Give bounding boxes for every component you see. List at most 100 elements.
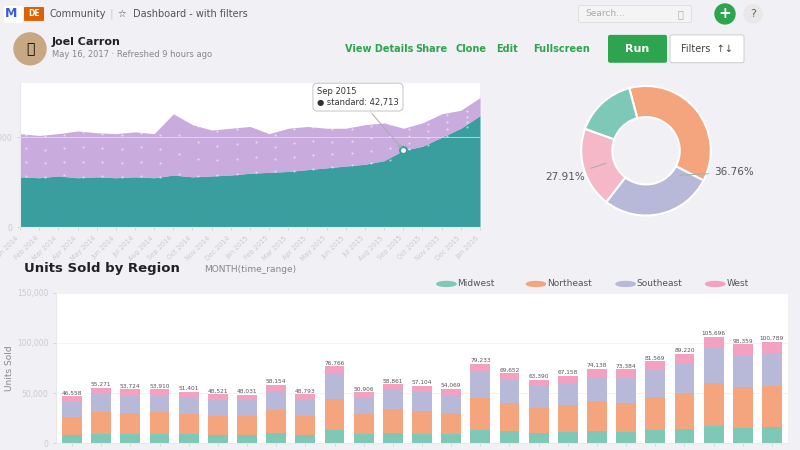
Bar	[91, 393, 111, 412]
Text: 57,104: 57,104	[412, 380, 432, 385]
Bar	[646, 397, 666, 430]
Bar	[91, 434, 111, 443]
Text: Units Sold by Region: Units Sold by Region	[24, 261, 180, 274]
Bar	[442, 389, 461, 395]
Bar	[62, 435, 82, 443]
Bar	[150, 389, 170, 395]
Bar	[295, 416, 315, 435]
Bar	[121, 434, 140, 443]
Circle shape	[744, 5, 762, 23]
Bar	[383, 384, 402, 390]
Text: 58,861: 58,861	[382, 378, 403, 383]
Text: Edit: Edit	[496, 44, 518, 54]
Wedge shape	[582, 129, 626, 202]
Bar	[412, 386, 432, 392]
Bar	[178, 414, 198, 434]
Bar	[499, 403, 519, 431]
Text: Filters  ↑↓: Filters ↑↓	[681, 44, 733, 54]
Text: 48,031: 48,031	[237, 389, 258, 394]
Bar	[646, 370, 666, 397]
Bar	[587, 401, 607, 431]
Text: 53,724: 53,724	[120, 383, 141, 388]
Text: Fullscreen: Fullscreen	[533, 44, 590, 54]
Bar	[266, 385, 286, 391]
Bar	[616, 378, 636, 403]
Bar	[237, 435, 257, 443]
Bar	[470, 372, 490, 398]
Bar	[354, 398, 374, 414]
Bar	[499, 431, 519, 443]
Text: |: |	[110, 9, 114, 19]
Circle shape	[616, 282, 635, 286]
Text: Northeast: Northeast	[547, 279, 592, 288]
Bar	[354, 392, 374, 398]
FancyBboxPatch shape	[608, 35, 667, 63]
Text: 🙂: 🙂	[26, 42, 34, 56]
Bar	[646, 430, 666, 443]
Text: 100,789: 100,789	[760, 336, 784, 341]
Circle shape	[715, 4, 735, 24]
Text: 58,154: 58,154	[266, 379, 286, 384]
Y-axis label: Units Sold: Units Sold	[5, 345, 14, 391]
Bar	[470, 364, 490, 372]
Bar	[762, 386, 782, 427]
Text: Midwest: Midwest	[458, 279, 495, 288]
Bar	[470, 398, 490, 430]
Text: 74,138: 74,138	[586, 363, 607, 368]
Bar	[558, 405, 578, 432]
Bar	[587, 431, 607, 443]
Bar	[733, 387, 753, 428]
Bar	[121, 413, 140, 434]
Bar	[762, 342, 782, 353]
Text: M: M	[5, 8, 18, 20]
Text: 98,359: 98,359	[733, 338, 753, 344]
Text: 105,696: 105,696	[702, 331, 726, 336]
Bar	[178, 397, 198, 414]
FancyBboxPatch shape	[24, 7, 44, 21]
Bar	[616, 403, 636, 432]
Bar	[150, 395, 170, 412]
Text: 73,384: 73,384	[616, 364, 637, 369]
Bar	[499, 373, 519, 380]
Bar	[325, 430, 345, 443]
Text: 69,652: 69,652	[499, 368, 520, 373]
Bar	[442, 413, 461, 434]
Bar	[733, 344, 753, 356]
Text: ☆  Dashboard - with filters: ☆ Dashboard - with filters	[118, 9, 248, 19]
Text: 81,569: 81,569	[645, 356, 666, 360]
Text: ?: ?	[750, 9, 756, 19]
Bar	[325, 374, 345, 399]
Bar	[325, 366, 345, 374]
Bar	[616, 369, 636, 378]
Bar	[704, 383, 723, 426]
Bar	[295, 435, 315, 443]
Text: 76,766: 76,766	[324, 360, 345, 365]
Text: 79,233: 79,233	[470, 358, 490, 363]
Bar	[237, 416, 257, 435]
Bar	[442, 395, 461, 413]
Bar	[412, 434, 432, 443]
Bar	[704, 337, 723, 348]
Bar	[266, 391, 286, 410]
Bar	[208, 395, 228, 400]
Bar	[295, 394, 315, 400]
Text: Joel Carron: Joel Carron	[52, 37, 121, 47]
Text: View Details: View Details	[345, 44, 414, 54]
Text: 36.76%: 36.76%	[680, 167, 754, 177]
Bar	[208, 400, 228, 416]
Text: Share: Share	[415, 44, 447, 54]
Text: 55,271: 55,271	[91, 382, 111, 387]
Bar	[121, 389, 140, 396]
Bar	[529, 387, 549, 408]
Bar	[295, 400, 315, 416]
Bar	[237, 400, 257, 416]
Bar	[587, 369, 607, 377]
Circle shape	[526, 282, 546, 286]
Bar	[354, 434, 374, 443]
Bar	[412, 392, 432, 410]
Bar	[91, 412, 111, 434]
Text: 27.91%: 27.91%	[546, 163, 606, 182]
Bar	[674, 393, 694, 429]
Wedge shape	[630, 86, 710, 180]
Bar	[674, 363, 694, 393]
